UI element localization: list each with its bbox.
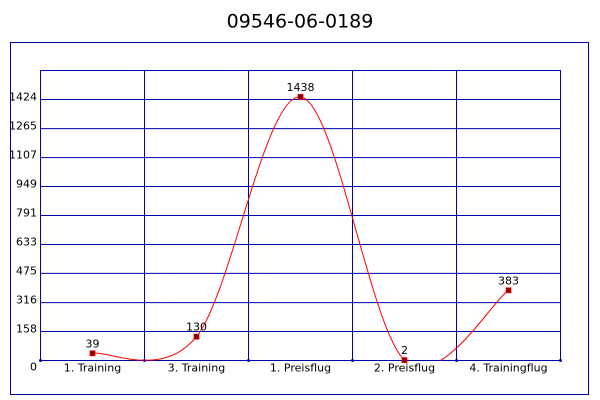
point-marker bbox=[401, 357, 408, 364]
y-tick-label: 316 bbox=[16, 294, 37, 307]
point-marker bbox=[89, 350, 96, 357]
x-tick-label: 1. Preisflug bbox=[270, 362, 331, 375]
chart-title: 09546-06-0189 bbox=[227, 11, 374, 33]
value-label: 383 bbox=[498, 274, 519, 287]
value-label: 39 bbox=[86, 337, 100, 350]
y-tick-label: 633 bbox=[16, 235, 37, 248]
value-label: 130 bbox=[186, 321, 207, 334]
point-marker bbox=[297, 93, 304, 100]
axis-dot bbox=[559, 359, 562, 362]
point-marker bbox=[505, 287, 512, 294]
x-tick-label: 1. Training bbox=[64, 362, 121, 375]
x-tick-label: 3. Training bbox=[168, 362, 225, 375]
axis-dot bbox=[455, 359, 458, 362]
axis-dot bbox=[39, 359, 42, 362]
value-label: 1438 bbox=[287, 81, 315, 94]
point-marker bbox=[193, 333, 200, 340]
y-tick-label: 0 bbox=[30, 361, 37, 374]
axis-dot bbox=[351, 359, 354, 362]
y-tick-label: 1265 bbox=[9, 120, 37, 133]
y-tick-label: 158 bbox=[16, 323, 37, 336]
x-tick-label: 2. Preisflug bbox=[374, 362, 435, 375]
x-tick-label: 4. Trainingflug bbox=[469, 362, 547, 375]
y-tick-label: 1424 bbox=[9, 90, 37, 103]
y-tick-label: 1107 bbox=[9, 149, 37, 162]
y-tick-label: 475 bbox=[16, 264, 37, 277]
axis-dot bbox=[247, 359, 250, 362]
y-tick-label: 949 bbox=[16, 178, 37, 191]
outer-frame bbox=[10, 42, 589, 395]
y-tick-label: 791 bbox=[16, 207, 37, 220]
value-label: 2 bbox=[401, 344, 408, 357]
